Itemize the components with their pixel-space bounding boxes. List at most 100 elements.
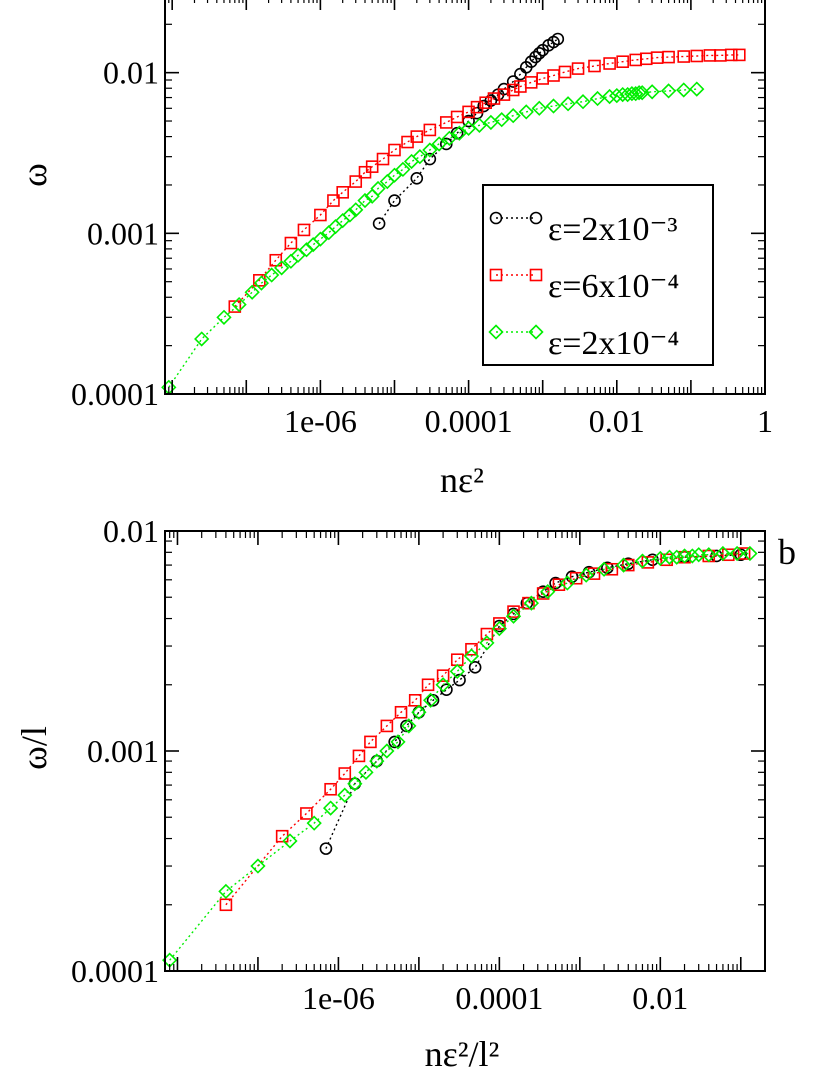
data-point-circle	[388, 735, 401, 749]
data-point-square	[497, 88, 511, 101]
data-point-square	[421, 678, 435, 692]
panel-a-axis-ticks: 1e-06 0.0001 0.01 1 0.0001 0.001 0.01	[71, 0, 773, 439]
data-point-square	[352, 749, 366, 763]
y-tick-label: 0.001	[87, 733, 159, 769]
panel-b: 1e-06 0.0001 0.01 0.0001 0.001 0.01 nε²/l² ω/…	[14, 513, 796, 1074]
panel-a: 1e-06 0.0001 0.01 1 0.0001 0.001 0.01 nε² ω ε=…	[14, 0, 773, 500]
data-point-square	[284, 236, 298, 250]
data-point-diamond	[676, 82, 692, 98]
legend-label-black: ε=2x10⁻³	[548, 211, 678, 248]
data-point-square	[522, 596, 535, 610]
data-point-square	[571, 62, 585, 75]
data-point-diamond	[463, 648, 480, 664]
data-point-square	[219, 898, 233, 912]
data-point-square	[722, 548, 735, 562]
data-point-diamond	[634, 553, 651, 569]
legend-label-red: ε=6x10⁻⁴	[548, 268, 679, 305]
data-point-square	[269, 253, 283, 267]
data-point-diamond	[531, 100, 547, 116]
data-point-diamond	[250, 858, 266, 874]
data-point-square	[349, 175, 363, 188]
data-point-square	[479, 96, 492, 110]
data-point-diamond	[449, 663, 465, 680]
data-point-circle	[426, 694, 440, 707]
data-point-square	[703, 49, 717, 62]
y-tick-label: 0.01	[103, 55, 159, 91]
legend-entry-black: ε=2x10⁻³	[489, 211, 678, 248]
data-point-diamond	[244, 284, 260, 300]
data-point-diamond	[689, 81, 705, 97]
data-point-circle	[533, 46, 546, 60]
data-point-diamond	[644, 84, 660, 100]
data-point-circle	[370, 754, 384, 768]
data-point-square	[493, 617, 506, 630]
data-point-square	[552, 578, 566, 592]
data-point-square	[569, 571, 583, 585]
data-point-square	[410, 130, 424, 143]
data-point-diamond	[216, 309, 232, 325]
data-point-square	[436, 669, 450, 682]
panel-b-y-axis-label: ω/l	[14, 726, 54, 770]
data-point-square	[724, 48, 738, 62]
data-point-square	[524, 76, 538, 89]
data-point-diamond	[661, 549, 678, 565]
panel-a-x-axis-label: nε²	[440, 460, 484, 500]
data-point-square	[536, 72, 549, 85]
data-point-square	[394, 705, 408, 719]
data-point-diamond	[369, 753, 385, 769]
data-point-diamond	[348, 202, 364, 218]
series-line-red	[234, 54, 740, 308]
y-tick-label: 0.01	[103, 513, 159, 549]
data-point-diamond	[337, 787, 353, 803]
data-point-square	[327, 194, 340, 207]
data-point-diamond	[194, 331, 210, 347]
data-point-square	[506, 83, 520, 97]
data-point-diamond	[282, 833, 298, 849]
legend-marker-diamond	[528, 324, 544, 340]
data-point-diamond	[218, 883, 234, 900]
data-point-diamond	[494, 112, 510, 128]
data-point-square	[275, 829, 289, 843]
data-point-diamond	[312, 231, 329, 247]
data-point-square	[380, 719, 394, 733]
data-point-diamond	[742, 545, 758, 562]
data-point-diamond	[347, 776, 363, 792]
data-point-square	[641, 556, 655, 569]
data-point-diamond	[370, 180, 386, 197]
data-point-circle	[439, 137, 453, 151]
x-tick-label: 0.01	[632, 980, 688, 1016]
data-point-square	[536, 587, 550, 600]
series-line-green	[168, 88, 697, 388]
data-point-square	[733, 48, 746, 62]
data-point-diamond	[357, 192, 373, 209]
data-point-diamond	[669, 549, 685, 565]
data-point-diamond	[559, 575, 575, 591]
data-point-square	[314, 208, 327, 222]
data-point-square	[487, 92, 501, 105]
legend-entry-green: ε=2x10⁻⁴	[488, 324, 679, 362]
data-point-diamond	[431, 136, 447, 152]
data-point-diamond	[253, 275, 270, 291]
data-point-square	[336, 186, 349, 199]
data-point-diamond	[423, 692, 439, 708]
data-point-diamond	[479, 635, 495, 651]
data-point-diamond	[609, 87, 625, 104]
data-point-square	[480, 627, 494, 641]
data-point-diamond	[631, 85, 647, 101]
data-point-circle	[734, 548, 748, 562]
data-point-square	[376, 152, 390, 166]
data-point-square	[228, 300, 242, 313]
data-point-circle	[319, 842, 333, 855]
data-point-diamond	[441, 130, 457, 146]
data-point-diamond	[545, 98, 562, 114]
data-point-square	[465, 642, 478, 656]
legend-marker-square	[529, 268, 543, 282]
data-point-diamond	[628, 86, 644, 102]
data-point-diamond	[411, 704, 427, 720]
x-tick-label: 1e-06	[302, 980, 375, 1016]
data-point-diamond	[701, 547, 717, 563]
legend-marker-circle	[489, 211, 503, 225]
data-point-square	[408, 694, 422, 707]
legend: ε=2x10⁻³ ε=6x10⁻⁴ ε=2x10⁻⁴	[482, 184, 714, 366]
